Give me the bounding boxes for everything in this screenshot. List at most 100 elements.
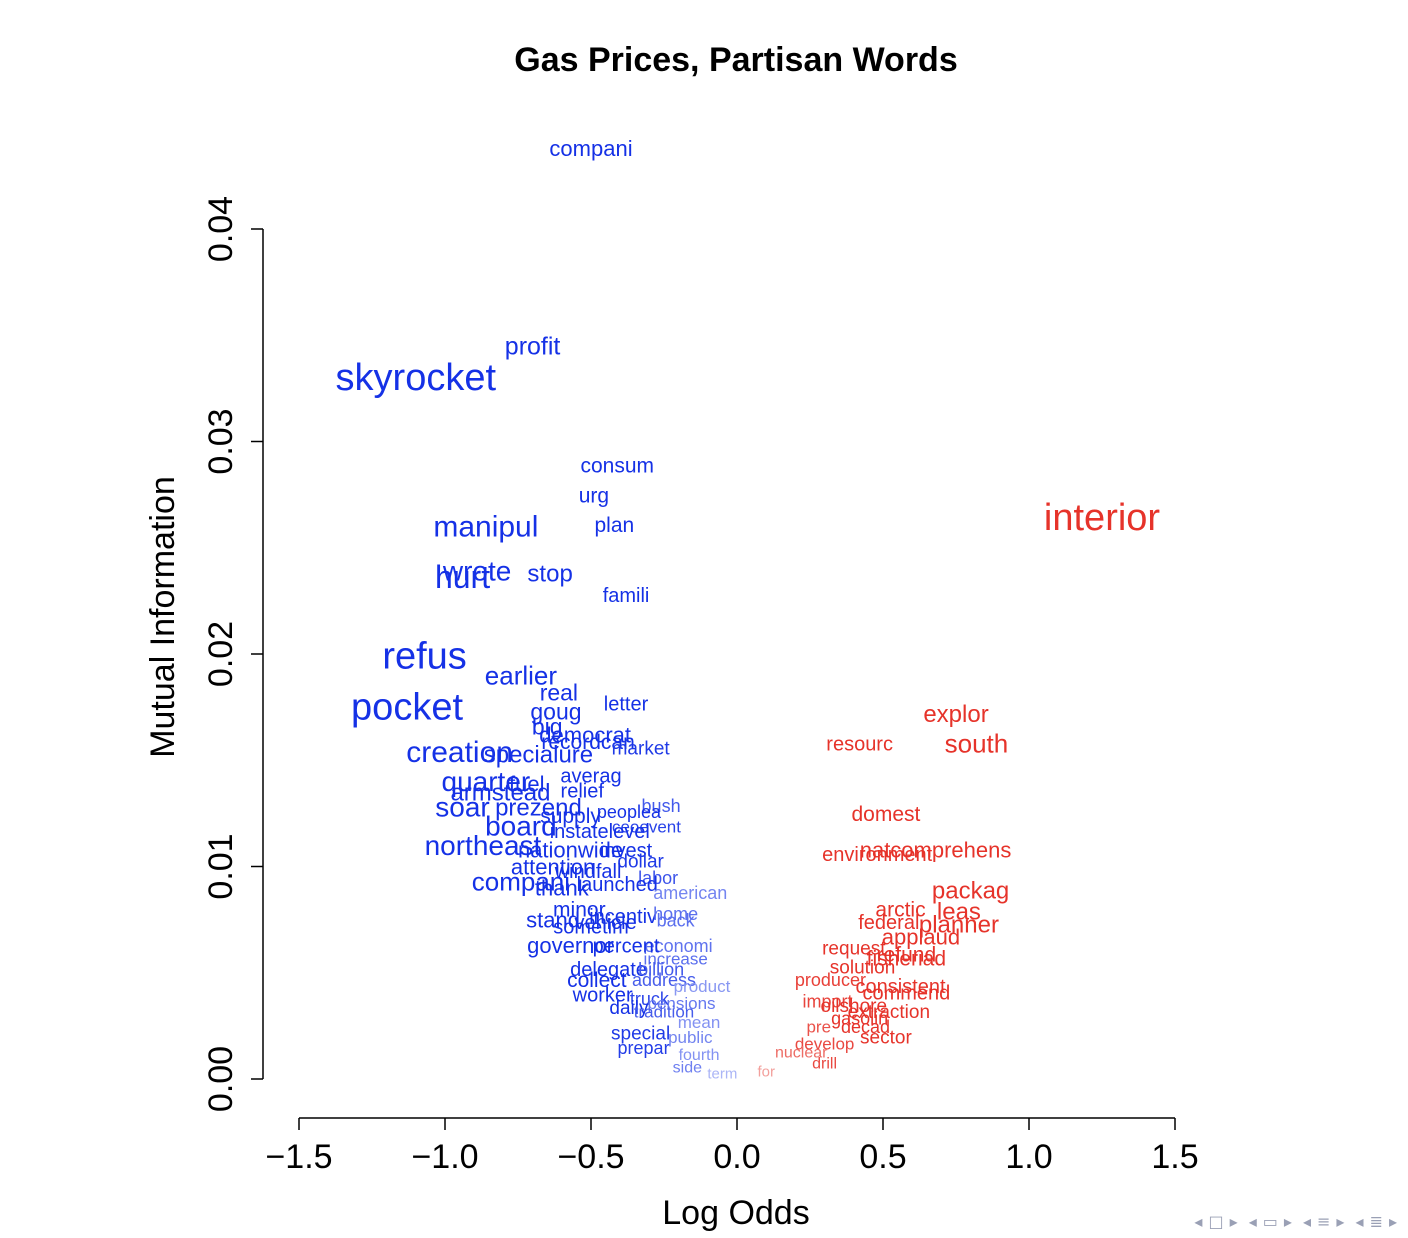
word-point: real xyxy=(540,679,578,705)
word-point: refus xyxy=(382,635,466,677)
nav-left-icon[interactable]: ◂ xyxy=(1194,1212,1203,1231)
x-tick-label: −0.5 xyxy=(557,1138,624,1176)
word-point: soar xyxy=(435,792,489,823)
frame-icon[interactable]: □ xyxy=(1208,1212,1224,1231)
word-point: dollar xyxy=(617,851,664,872)
nav-right-icon[interactable]: ▸ xyxy=(1388,1212,1397,1231)
word-point: daily xyxy=(609,998,649,1019)
word-point: sector xyxy=(860,1028,912,1049)
word-point: labor xyxy=(638,868,678,888)
x-tick-label: 1.0 xyxy=(1005,1138,1052,1176)
word-point: worker xyxy=(572,984,633,1006)
word-point: armstead xyxy=(450,780,550,807)
word-point: hurt xyxy=(435,559,490,595)
nav-left-icon[interactable]: ◂ xyxy=(1355,1212,1364,1231)
word-point: wrote xyxy=(442,556,511,587)
word-point: packag xyxy=(932,877,1009,904)
y-tick-label: 0.04 xyxy=(202,196,240,262)
word-point: windfall xyxy=(554,861,622,883)
word-point: urg xyxy=(579,484,609,507)
word-point: pre xyxy=(806,1017,831,1036)
word-point: recordcan xyxy=(541,731,634,754)
word-point: goug xyxy=(530,699,581,725)
x-axis: −1.5 −1.0 −0.5 0.0 0.5 1.0 1.5 xyxy=(265,1117,1199,1176)
word-point: thank xyxy=(535,876,590,901)
word-point: prezend xyxy=(495,794,582,821)
word-point: relief xyxy=(561,780,605,802)
word-point: plan xyxy=(595,514,635,537)
word-point: increase xyxy=(644,949,708,968)
word-point: domest xyxy=(851,803,920,826)
section-icon[interactable]: ≡ xyxy=(1317,1212,1331,1231)
word-point: commend xyxy=(862,982,950,1004)
word-point: famili xyxy=(603,585,650,607)
word-point: oilshore xyxy=(821,996,888,1017)
slide-navigation: ◂ □ ▸ ◂ ▭ ▸ ◂ ≡ ▸ ◂ ≣ ▸ xyxy=(1191,1212,1400,1234)
word-point: delegate xyxy=(570,959,647,981)
word-point: supply xyxy=(540,805,601,828)
x-axis-label: Log Odds xyxy=(662,1194,809,1232)
word-point: governor xyxy=(527,933,614,958)
word-point: launched xyxy=(577,874,658,896)
y-tick-label: 0.01 xyxy=(202,833,240,899)
word-point: for xyxy=(757,1064,775,1081)
nav-right-icon[interactable]: ▸ xyxy=(1229,1212,1238,1231)
y-axis: 0.00 0.01 0.02 0.03 0.04 xyxy=(202,196,264,1112)
word-point: arctic xyxy=(875,899,925,922)
word-point: specialure xyxy=(484,741,593,768)
word-point: producer xyxy=(795,970,866,990)
nav-right-icon[interactable]: ▸ xyxy=(1283,1212,1292,1231)
word-point: south xyxy=(945,728,1009,758)
x-tick-label: 0.0 xyxy=(713,1138,760,1176)
word-point: earlier xyxy=(485,660,558,690)
word-point: planner xyxy=(919,911,999,938)
subsection-icon[interactable]: ≣ xyxy=(1369,1212,1383,1231)
word-point: decad xyxy=(841,1017,890,1037)
word-point: vehicle xyxy=(574,912,636,934)
word-point: request xyxy=(822,938,886,959)
x-tick-label: −1.0 xyxy=(411,1138,478,1176)
word-point: board xyxy=(485,811,557,842)
word-point: billion xyxy=(638,959,684,979)
word-point: averag xyxy=(560,766,621,788)
word-point: drill xyxy=(812,1055,837,1072)
word-point: northeast xyxy=(425,830,542,861)
word-point: creation xyxy=(406,736,513,769)
word-point: pocket xyxy=(351,686,463,728)
word-point: resourc xyxy=(826,734,893,756)
word-point: american xyxy=(653,883,727,903)
word-point: solution xyxy=(830,958,896,979)
word-point: natcomprehens xyxy=(860,837,1012,862)
word-point: side xyxy=(673,1060,702,1077)
multi-frame-icon[interactable]: ▭ xyxy=(1262,1212,1278,1231)
word-point: product xyxy=(674,977,731,996)
word-point: democrat xyxy=(539,723,631,748)
word-point: skyrocket xyxy=(336,357,497,399)
y-tick-label: 0.02 xyxy=(202,621,240,687)
word-point: attention xyxy=(511,854,595,879)
word-point: economi xyxy=(645,936,713,956)
word-point: incentiv xyxy=(589,906,657,928)
x-tick-label: 0.5 xyxy=(859,1138,906,1176)
word-point: extraction xyxy=(848,1002,930,1023)
word-point: import xyxy=(803,991,853,1011)
chart-title: Gas Prices, Partisan Words xyxy=(514,41,957,79)
word-point: mean xyxy=(678,1013,721,1032)
word-point: compani xyxy=(549,136,632,161)
word-point: big xyxy=(532,713,563,739)
word-point: term xyxy=(707,1066,737,1083)
word-point: tradition xyxy=(634,1003,694,1022)
word-point: fisheriad xyxy=(867,948,946,971)
y-axis-label: Mutual Information xyxy=(144,476,182,758)
word-points: compani profit skyrocket consum urg plan manip… xyxy=(336,136,1161,1083)
word-point: quarter xyxy=(442,766,531,797)
y-tick-label: 0.03 xyxy=(202,408,240,474)
nav-right-icon[interactable]: ▸ xyxy=(1336,1212,1345,1231)
nav-left-icon[interactable]: ◂ xyxy=(1248,1212,1257,1231)
word-point: compani xyxy=(472,866,570,896)
word-point: pensions xyxy=(647,994,715,1013)
nav-left-icon[interactable]: ◂ xyxy=(1302,1212,1311,1231)
word-point: nationwide xyxy=(518,837,623,862)
word-point: interior xyxy=(1044,497,1160,539)
